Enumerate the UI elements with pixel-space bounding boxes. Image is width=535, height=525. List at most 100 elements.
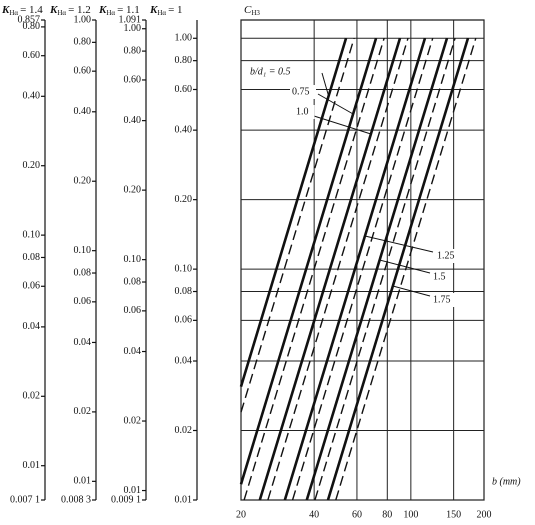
scale-tick-label: 0.40: [175, 124, 193, 135]
scale-tick-label: 0.01: [175, 494, 193, 505]
scale-value: = 1.4: [20, 4, 43, 16]
scale-tick-label: 0.60: [124, 74, 142, 85]
scale-tick-label: 0.10: [74, 245, 92, 256]
scale-tick-label: 0.01: [124, 485, 142, 496]
annotation-bg: [431, 293, 457, 307]
nomogram-line: [314, 38, 456, 501]
annotation: 1.25: [437, 250, 455, 261]
scale-tick-label: 0.008 3: [61, 494, 91, 505]
scale-tick-label: 0.06: [23, 281, 41, 292]
annotation: b/d₁ = 0.5: [250, 66, 291, 77]
scale-value: = 1.1: [117, 4, 140, 16]
annotation-bg: [431, 270, 452, 284]
scale-tick-label: 0.02: [23, 391, 41, 402]
annotation: 1.0: [296, 106, 309, 117]
scale-header: KHα = 1.4: [1, 4, 43, 17]
y-label-subscript: H3: [251, 9, 260, 17]
y-label-symbol: C: [244, 4, 252, 16]
annotation: 1.5: [433, 271, 446, 282]
scale-header: KHα = 1.2: [49, 4, 91, 17]
scale-tick-label: 0.01: [74, 476, 92, 487]
scale-tick-label: 0.40: [124, 115, 142, 126]
scale-tick-label: 0.80: [124, 45, 142, 56]
x-axis-label: b (mm): [492, 476, 521, 487]
scale-tick-label: 0.20: [74, 176, 92, 187]
scale-tick-label: 0.60: [23, 50, 41, 61]
scale-tick-label: 0.06: [74, 296, 92, 307]
scale-value: = 1.2: [68, 4, 91, 16]
scale-tick-label: 0.04: [74, 337, 92, 348]
scale-subscript: Hα: [57, 9, 66, 17]
annotation-bg: [290, 85, 316, 99]
x-tick-label: 80: [382, 509, 392, 520]
scale-tick-label: 0.007 1: [10, 494, 40, 505]
scale-tick-label: 0.20: [23, 160, 41, 171]
annotation-bg: [435, 249, 461, 263]
nomogram-line: [326, 37, 470, 501]
scale-tick-label: 0.80: [74, 37, 92, 48]
scale-tick-label: 0.08: [175, 286, 193, 297]
annotation-bg: [248, 65, 307, 79]
nomogram-line: [291, 38, 434, 501]
nomogram-line: [240, 38, 355, 413]
nomogram-line: [258, 37, 402, 501]
scale-tick-label: 0.06: [175, 315, 193, 326]
scale-tick-label: 0.80: [175, 55, 193, 66]
leader-line: [321, 72, 330, 97]
scale-tick-label: 0.60: [74, 65, 92, 76]
scale-symbol: K: [149, 4, 158, 16]
scale-tick-label: 0.08: [23, 252, 41, 263]
leader-line: [379, 259, 431, 274]
scale-tick-label: 0.02: [74, 406, 92, 417]
scale-tick-label: 0.02: [175, 425, 193, 436]
scale-tick-label: 0.857: [18, 14, 41, 25]
leader-line: [392, 285, 431, 297]
x-tick-label: 200: [477, 509, 492, 520]
scale-tick-label: 0.10: [175, 263, 193, 274]
leader-line: [317, 93, 354, 115]
scale-tick-label: 0.04: [124, 346, 142, 357]
scale-tick-label: 0.20: [124, 184, 142, 195]
x-tick-label: 20: [236, 509, 246, 520]
x-tick-label: 60: [352, 509, 362, 520]
nomogram-line: [283, 37, 427, 501]
scale-tick-label: 0.20: [175, 194, 193, 205]
scale-value: = 1: [168, 4, 182, 16]
scale-symbol: K: [49, 4, 58, 16]
scale-tick-label: 0.08: [74, 267, 92, 278]
scale-header: KHα = 1: [149, 4, 183, 17]
nomogram-line: [239, 37, 348, 387]
scale-tick-label: 0.06: [124, 305, 142, 316]
scale-tick-label: 0.009 1: [111, 494, 141, 505]
nomogram-line: [239, 37, 378, 485]
scale-subscript: Hα: [9, 9, 18, 17]
scale-tick-label: 0.10: [124, 254, 142, 265]
scale-tick-label: 0.02: [124, 415, 142, 426]
annotation: 1.75: [433, 294, 451, 305]
annotation-bg: [294, 105, 315, 119]
x-tick-label: 150: [446, 509, 461, 520]
scale-tick-label: 0.04: [175, 355, 193, 366]
scale-header: KHα = 1.1: [98, 4, 140, 17]
scale-tick-label: 0.80: [23, 21, 41, 32]
scale-tick-label: 1.00: [175, 33, 193, 44]
annotation: 0.75: [292, 86, 310, 97]
y-axis-label: CH3: [244, 4, 260, 17]
scale-tick-label: 0.40: [74, 106, 92, 117]
scale-tick-label: 0.08: [124, 276, 142, 287]
nomogram-line: [335, 38, 477, 501]
scale-tick-label: 0.40: [23, 91, 41, 102]
scale-symbol: K: [98, 4, 107, 16]
leader-line: [313, 115, 372, 135]
nomogram-line: [243, 38, 385, 501]
scale-tick-label: 0.01: [23, 460, 41, 471]
scale-subscript: Hα: [157, 9, 166, 17]
scale-tick-label: 1.00: [124, 23, 142, 34]
scale-tick-label: 1.091: [119, 14, 142, 25]
x-tick-label: 40: [309, 509, 319, 520]
leader-line: [364, 235, 434, 253]
nomogram-line: [267, 38, 409, 501]
scale-tick-label: 1.00: [74, 14, 92, 25]
scale-tick-label: 0.04: [23, 321, 41, 332]
scale-tick-label: 0.10: [23, 229, 41, 240]
